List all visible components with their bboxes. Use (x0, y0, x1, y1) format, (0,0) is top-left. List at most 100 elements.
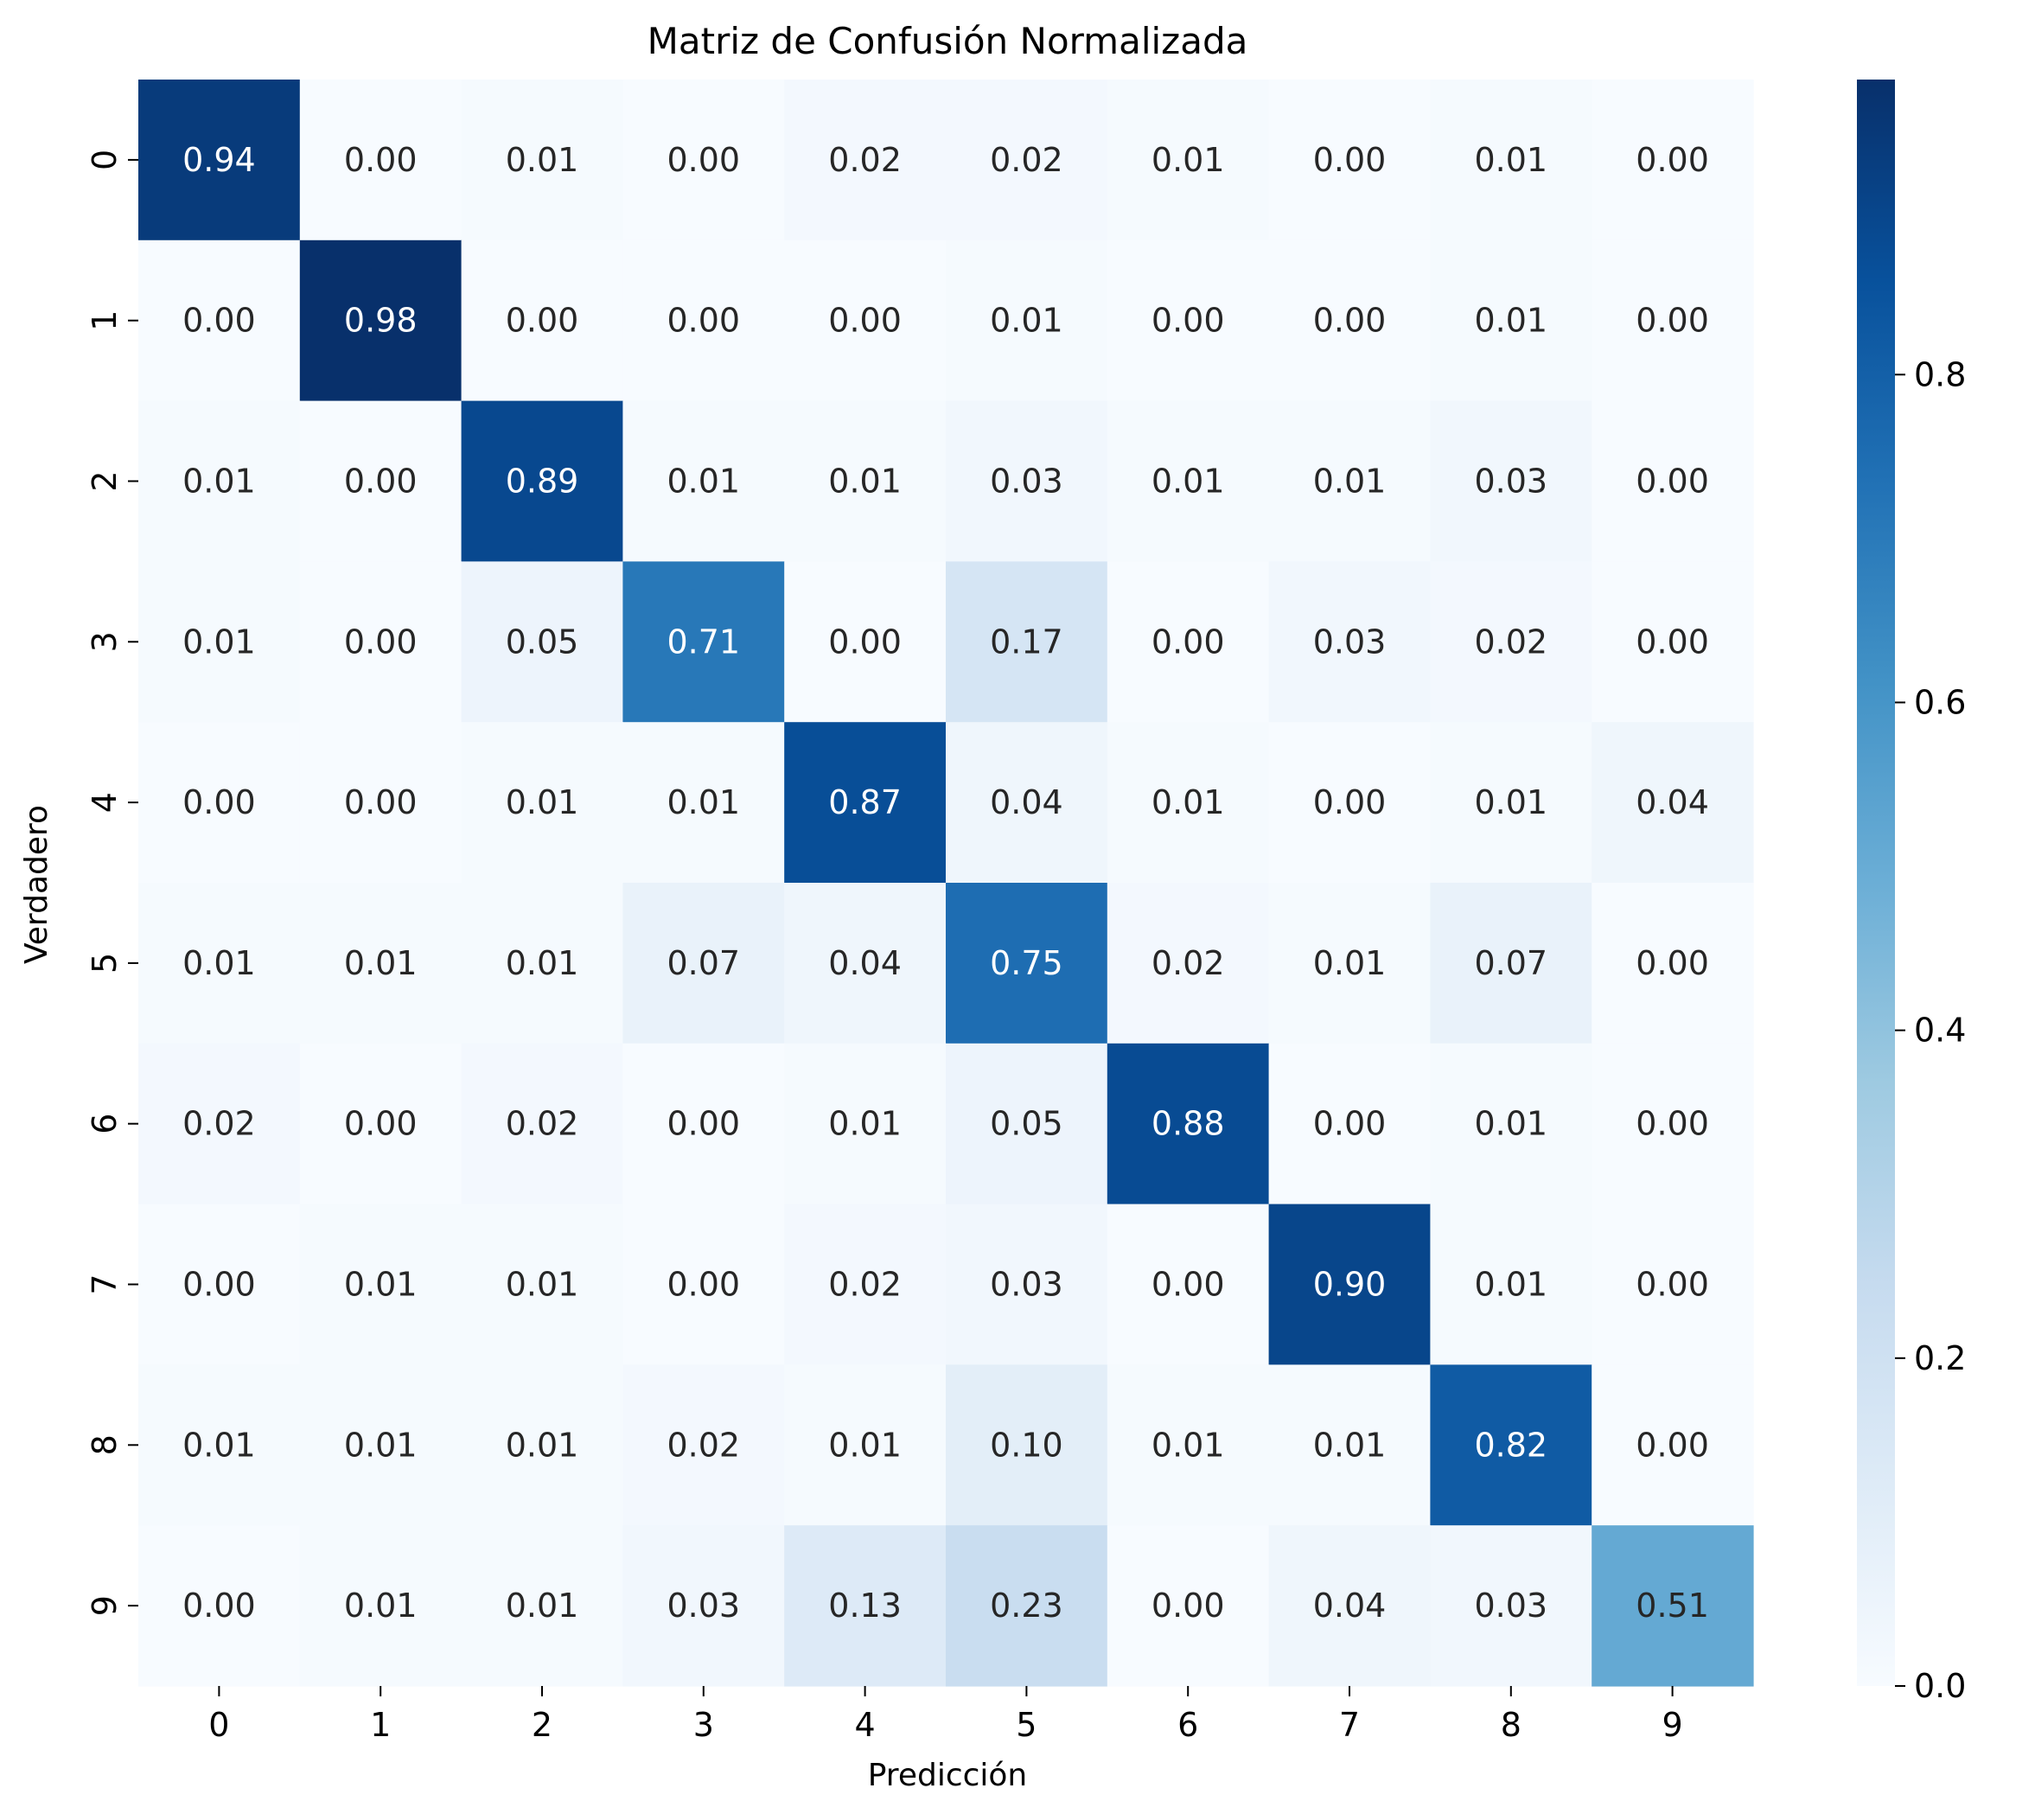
cell-value-4-9: 0.04 (1636, 783, 1709, 821)
chart-title: Matriz de Confusión Normalizada (648, 20, 1248, 62)
heatmap-cell-6-4 (784, 1043, 947, 1205)
heatmap-cell-0-0 (138, 80, 301, 241)
cell-value-7-6: 0.00 (1151, 1266, 1225, 1304)
heatmap-cell-6-7 (1268, 1043, 1431, 1205)
heatmap-cell-2-0 (138, 400, 301, 562)
heatmap-cell-5-7 (1268, 883, 1431, 1044)
x-tick-label-1: 1 (370, 1706, 391, 1744)
cell-value-3-6: 0.00 (1151, 623, 1225, 661)
heatmap-cell-6-3 (622, 1043, 785, 1205)
heatmap-cell-3-2 (461, 561, 623, 723)
cell-value-3-0: 0.01 (182, 623, 256, 661)
cell-value-8-6: 0.01 (1151, 1426, 1225, 1464)
cell-value-5-2: 0.01 (506, 944, 579, 982)
heatmap-cell-9-1 (299, 1525, 462, 1687)
y-tick-label-1: 1 (86, 310, 124, 331)
heatmap-cell-1-1 (299, 239, 462, 402)
cell-value-2-2: 0.89 (506, 463, 579, 501)
cell-value-9-6: 0.00 (1151, 1587, 1225, 1625)
y-tick-label-3: 3 (86, 631, 124, 652)
cell-value-6-2: 0.02 (506, 1105, 579, 1143)
heatmap-cell-1-6 (1107, 239, 1270, 402)
heatmap-cell-7-4 (784, 1204, 947, 1365)
cell-value-0-6: 0.01 (1151, 141, 1225, 179)
heatmap-cell-3-1 (299, 561, 462, 723)
cell-value-3-9: 0.00 (1636, 623, 1709, 661)
heatmap-cell-0-7 (1268, 80, 1431, 241)
heatmap-cell-2-2 (461, 400, 623, 562)
y-tick-label-2: 2 (86, 470, 124, 491)
heatmap-cell-4-8 (1430, 722, 1592, 884)
heatmap-cell-7-0 (138, 1204, 301, 1365)
cell-value-9-8: 0.03 (1474, 1587, 1547, 1625)
cell-value-7-9: 0.00 (1636, 1266, 1709, 1304)
x-tick-label-4: 4 (855, 1706, 876, 1744)
cell-value-4-0: 0.00 (182, 783, 256, 821)
heatmap-cell-7-9 (1592, 1204, 1754, 1365)
heatmap-cell-3-6 (1107, 561, 1270, 723)
heatmap-cell-9-4 (784, 1525, 947, 1687)
heatmap-cells (138, 80, 1754, 1687)
cell-value-0-8: 0.01 (1474, 141, 1547, 179)
cell-value-8-2: 0.01 (506, 1426, 579, 1464)
cell-value-7-5: 0.03 (990, 1266, 1063, 1304)
heatmap-cell-5-6 (1107, 883, 1270, 1044)
heatmap-cell-4-6 (1107, 722, 1270, 884)
cell-value-3-1: 0.00 (344, 623, 418, 661)
heatmap-cell-3-8 (1430, 561, 1592, 723)
cell-value-1-4: 0.00 (828, 302, 902, 340)
y-tick-label-7: 7 (86, 1274, 124, 1294)
cell-value-5-8: 0.07 (1474, 944, 1547, 982)
heatmap-cell-1-2 (461, 239, 623, 402)
cell-value-8-4: 0.01 (828, 1426, 902, 1464)
heatmap-cell-3-7 (1268, 561, 1431, 723)
heatmap-cell-7-3 (622, 1204, 785, 1365)
cell-value-6-6: 0.88 (1151, 1105, 1225, 1143)
heatmap-cell-1-3 (622, 239, 785, 402)
cell-value-1-9: 0.00 (1636, 302, 1709, 340)
heatmap-cell-6-0 (138, 1043, 301, 1205)
heatmap-cell-9-7 (1268, 1525, 1431, 1687)
heatmap-cell-3-5 (946, 561, 1108, 723)
cell-value-2-6: 0.01 (1151, 463, 1225, 501)
y-axis-ticks: 0 1 2 3 4 5 6 7 8 9 (86, 150, 138, 1616)
colorbar-ticks: 0.0 0.2 0.4 0.6 0.8 (1895, 355, 1966, 1705)
heatmap-cell-4-1 (299, 722, 462, 884)
cell-value-0-2: 0.01 (506, 141, 579, 179)
cell-value-4-5: 0.04 (990, 783, 1063, 821)
heatmap-cell-4-0 (138, 722, 301, 884)
cell-value-0-1: 0.00 (344, 141, 418, 179)
heatmap-cell-2-8 (1430, 400, 1592, 562)
heatmap-cell-8-0 (138, 1364, 301, 1526)
cell-value-7-4: 0.02 (828, 1266, 902, 1304)
cell-value-6-9: 0.00 (1636, 1105, 1709, 1143)
heatmap-cell-2-3 (622, 400, 785, 562)
cell-value-7-7: 0.90 (1313, 1266, 1387, 1304)
colorbar-tick-label-4: 0.8 (1914, 355, 1966, 393)
cell-value-9-5: 0.23 (990, 1587, 1063, 1625)
cell-value-6-5: 0.05 (990, 1105, 1063, 1143)
cell-value-3-5: 0.17 (990, 623, 1063, 661)
heatmap-cell-0-2 (461, 80, 623, 241)
heatmap-cell-3-0 (138, 561, 301, 723)
x-tick-label-3: 3 (693, 1706, 714, 1744)
colorbar-tick-label-1: 0.2 (1914, 1339, 1966, 1377)
heatmap-cell-2-9 (1592, 400, 1754, 562)
heatmap-cell-6-9 (1592, 1043, 1754, 1205)
cell-value-0-4: 0.02 (828, 141, 902, 179)
y-axis-label: Verdadero (19, 805, 54, 964)
cell-value-2-0: 0.01 (182, 463, 256, 501)
cell-value-5-6: 0.02 (1151, 944, 1225, 982)
heatmap-cell-0-1 (299, 80, 462, 241)
cell-value-5-5: 0.75 (990, 944, 1063, 982)
cell-value-6-4: 0.01 (828, 1105, 902, 1143)
heatmap-cell-0-5 (946, 80, 1108, 241)
y-tick-label-4: 4 (86, 792, 124, 813)
heatmap-cell-8-4 (784, 1364, 947, 1526)
heatmap-cell-7-2 (461, 1204, 623, 1365)
cell-value-9-1: 0.01 (344, 1587, 418, 1625)
cell-value-9-7: 0.04 (1313, 1587, 1387, 1625)
heatmap-cell-4-9 (1592, 722, 1754, 884)
